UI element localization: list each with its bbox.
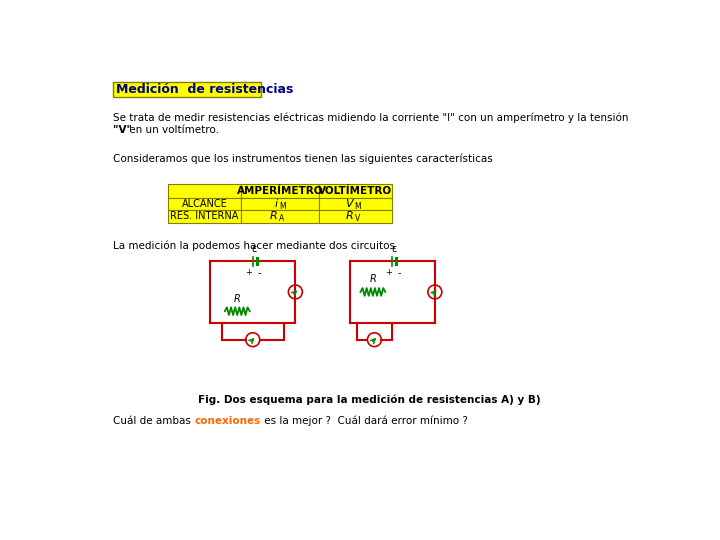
Text: Medición  de resistencias: Medición de resistencias [117,83,294,96]
Text: -: - [258,268,261,278]
Text: AMPERÍMETRO: AMPERÍMETRO [237,186,323,196]
Text: i: i [274,199,277,209]
Text: conexiones: conexiones [194,416,261,426]
Bar [168,211,241,222]
Bar [168,184,241,198]
Text: Cuál de ambas: Cuál de ambas [113,416,194,426]
Text: Consideramos que los instrumentos tienen las siguientes características: Consideramos que los instrumentos tienen… [113,153,493,164]
Text: R: R [234,294,240,303]
Bar [319,211,392,222]
Text: +: + [246,268,252,277]
Bar [241,184,319,198]
Text: Fig. Dos esquema para la medición de resistencias A) y B): Fig. Dos esquema para la medición de res… [198,394,540,405]
Text: M: M [279,201,286,211]
Text: M: M [355,201,361,211]
Text: A: A [279,214,284,223]
Text: VOLTÍMETRO: VOLTÍMETRO [318,186,392,196]
Text: ε: ε [251,244,257,254]
Text: es la mejor ?  Cuál dará error mínimo ?: es la mejor ? Cuál dará error mínimo ? [261,416,467,427]
Bar [319,184,392,198]
Text: RES. INTERNA: RES. INTERNA [170,212,238,221]
Bar [113,82,261,97]
Text: ALCANCE: ALCANCE [181,199,228,209]
Bar [241,198,319,210]
Text: La medición la podemos hacer mediante dos circuitos: La medición la podemos hacer mediante do… [113,240,395,251]
Text: R: R [346,212,353,221]
Bar [241,211,319,222]
Text: R: R [369,274,377,284]
Text: R: R [270,212,277,221]
Text: +: + [385,268,392,277]
Text: V: V [346,199,353,209]
Text: V: V [355,214,360,223]
Text: en un voltímetro.: en un voltímetro. [126,125,219,135]
Text: "V": "V" [113,125,132,135]
Text: ε: ε [391,244,397,254]
Bar [168,198,241,210]
Bar [319,198,392,210]
Text: -: - [397,268,401,278]
Text: Se trata de medir resistencias eléctricas midiendo la corriente "I" con un amper: Se trata de medir resistencias eléctrica… [113,112,629,123]
